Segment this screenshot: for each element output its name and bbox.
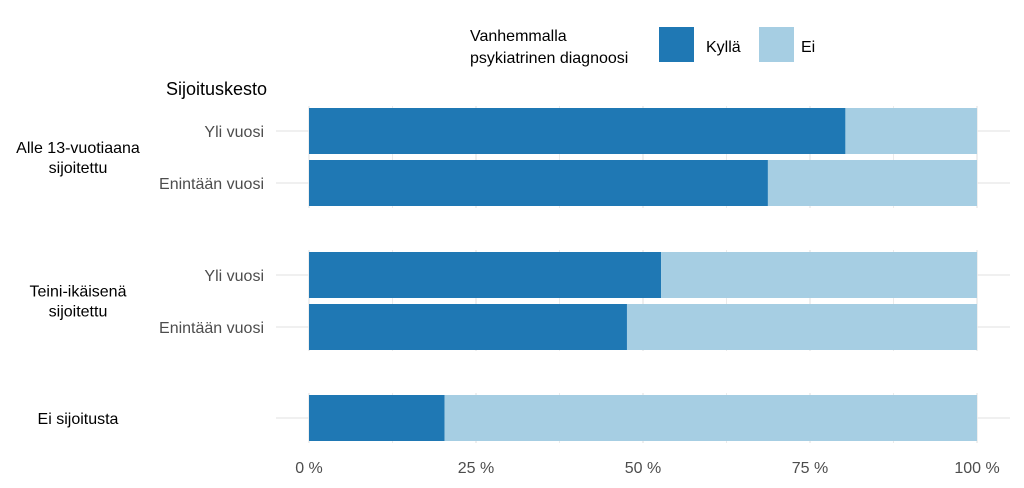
y-tick-label: Yli vuosi <box>204 268 264 285</box>
y-tick-label: Enintään vuosi <box>159 176 264 193</box>
bar-ei <box>444 395 977 441</box>
y-axis-title: Sijoituskesto <box>166 79 267 99</box>
x-tick-label: 0 % <box>295 460 323 477</box>
x-tick-label: 100 % <box>954 460 999 477</box>
group-label: Teini-ikäisenä <box>30 284 127 301</box>
legend-label: Kyllä <box>706 39 741 56</box>
y-tick-label: Yli vuosi <box>204 124 264 141</box>
bar-kylla <box>309 304 627 350</box>
bar-ei <box>767 160 977 206</box>
bar-kylla <box>309 395 445 441</box>
legend-key <box>759 27 794 62</box>
bar-kylla <box>309 108 846 154</box>
group-label: Alle 13-vuotiaana <box>16 140 140 157</box>
bar-kylla <box>309 252 662 298</box>
legend-label: Ei <box>801 39 815 56</box>
legend-key <box>659 27 694 62</box>
y-tick-label: Enintään vuosi <box>159 320 264 337</box>
group-label: sijoitettu <box>49 304 108 321</box>
bar-ei <box>626 304 977 350</box>
bar-ei <box>845 108 977 154</box>
bar-ei <box>661 252 977 298</box>
x-tick-label: 25 % <box>458 460 494 477</box>
legend-title: psykiatrinen diagnoosi <box>470 50 628 67</box>
group-label: sijoitettu <box>49 160 108 177</box>
legend-title: Vanhemmalla <box>470 28 567 45</box>
x-tick-label: 75 % <box>792 460 828 477</box>
bar-kylla <box>309 160 768 206</box>
x-tick-label: 50 % <box>625 460 661 477</box>
group-label: Ei sijoitusta <box>38 411 119 428</box>
